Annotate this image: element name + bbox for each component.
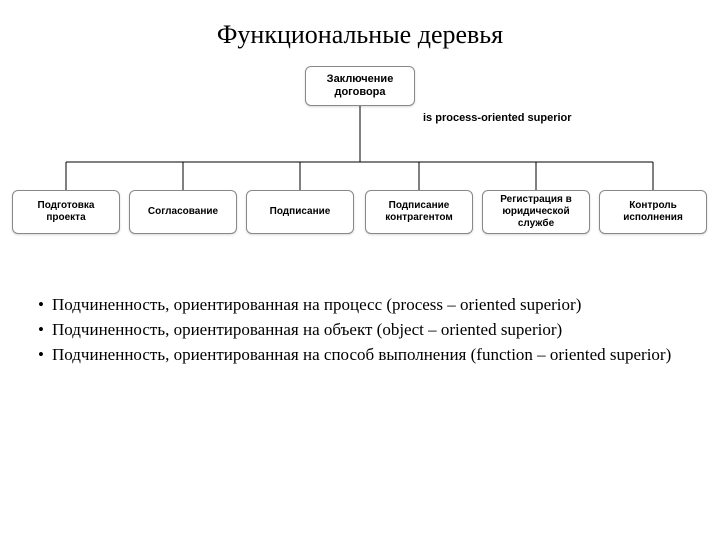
tree-root-node: Заключение договора xyxy=(305,66,415,106)
tree-leaf-1: Согласование xyxy=(129,190,237,234)
bullet-list: Подчиненность, ориентированная на процес… xyxy=(38,294,682,367)
tree-leaf-4: Регистрация в юридической службе xyxy=(482,190,590,234)
page-title: Функциональные деревья xyxy=(0,0,720,50)
tree-edge-label: is process-oriented superior xyxy=(423,112,572,124)
tree-leaf-3: Подписание контрагентом xyxy=(365,190,473,234)
bullet-item: Подчиненность, ориентированная на объект… xyxy=(38,319,682,342)
tree-leaf-2: Подписание xyxy=(246,190,354,234)
tree-diagram: Заключение договора is process-oriented … xyxy=(10,66,710,266)
tree-leaf-5: Контроль исполнения xyxy=(599,190,707,234)
bullet-item: Подчиненность, ориентированная на процес… xyxy=(38,294,682,317)
tree-leaf-0: Подготовка проекта xyxy=(12,190,120,234)
bullet-item: Подчиненность, ориентированная на способ… xyxy=(38,344,682,367)
